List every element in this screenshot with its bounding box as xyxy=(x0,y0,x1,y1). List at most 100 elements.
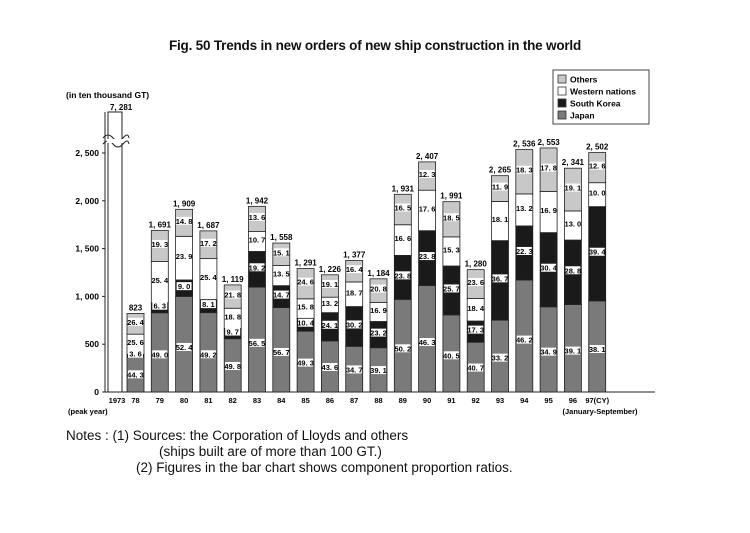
bar-1973 xyxy=(107,111,123,393)
value-label: 16. 9 xyxy=(540,206,557,215)
value-label-bg xyxy=(565,219,581,228)
total-label: 2, 265 xyxy=(489,166,512,175)
total-label: 1, 991 xyxy=(440,192,463,201)
x-tick-label: 82 xyxy=(229,396,237,405)
total-label: 1, 226 xyxy=(319,265,342,274)
x-tick-label: 96 xyxy=(569,396,577,405)
value-label-bg xyxy=(322,298,338,307)
value-label: 10. 4 xyxy=(297,319,315,328)
value-label: 9. 0 xyxy=(178,282,191,291)
value-label: 15. 1 xyxy=(273,248,290,257)
value-label: 20. 8 xyxy=(370,285,387,294)
value-label-bg xyxy=(249,338,265,347)
value-label: 36. 7 xyxy=(492,274,509,283)
legend-swatch-others xyxy=(557,74,567,84)
total-label: 1, 931 xyxy=(392,184,415,193)
value-label: 13. 5 xyxy=(273,270,290,279)
legend-label: Others xyxy=(570,75,598,85)
value-label-bg xyxy=(468,325,484,334)
note-sources: Notes : (1) Sources: the Corporation of … xyxy=(66,428,409,443)
x-tick-label: 84 xyxy=(277,396,286,405)
value-label: 49. 2 xyxy=(200,350,217,359)
value-label: 10. 7 xyxy=(249,236,266,245)
legend-swatch-japan xyxy=(557,110,567,120)
y-axis-label: (in ten thousand GT) xyxy=(66,90,149,100)
value-label: 23. 9 xyxy=(176,252,193,261)
value-label-bg xyxy=(541,206,557,215)
total-label: 1, 119 xyxy=(222,275,244,284)
value-label: 23. 8 xyxy=(419,252,436,261)
value-label: 46. 3 xyxy=(419,338,436,347)
x-tick-label: 78 xyxy=(131,396,139,405)
value-label: 16. 5 xyxy=(394,204,411,213)
value-label: 25. 7 xyxy=(443,284,460,293)
value-label-bg xyxy=(395,234,411,243)
value-label: 52. 4 xyxy=(176,343,194,352)
total-label: 1, 691 xyxy=(149,220,172,229)
value-label: 11. 9 xyxy=(492,183,508,192)
value-label: 21. 8 xyxy=(224,291,241,300)
value-label-bg xyxy=(298,318,314,327)
value-label-bg xyxy=(589,247,605,256)
total-label: 1, 291 xyxy=(294,258,317,267)
x-tick-label: 90 xyxy=(423,396,431,405)
value-label-bg xyxy=(492,353,508,362)
x-tick-label: 93 xyxy=(496,396,504,405)
value-label-bg xyxy=(371,305,386,314)
total-label: 823 xyxy=(129,303,143,312)
y-tick-label: 2, 500 xyxy=(75,148,99,158)
value-label-bg xyxy=(419,204,435,213)
y-tick-label: 1, 000 xyxy=(75,291,99,301)
value-label: 3. 6 xyxy=(129,350,142,359)
value-label: 28. 8 xyxy=(565,266,582,275)
value-label: 56. 7 xyxy=(273,348,290,357)
value-label-bg xyxy=(371,284,386,293)
value-label: 13. 0 xyxy=(565,219,582,228)
note-proportions: (2) Figures in the bar chart shows compo… xyxy=(136,460,513,475)
value-label: 17. 3 xyxy=(467,326,484,335)
value-label-bg xyxy=(443,284,459,293)
total-label: 2, 341 xyxy=(562,158,585,167)
x-tick-label: 91 xyxy=(447,396,455,405)
y-tick-label: 500 xyxy=(85,339,99,349)
value-label: 23. 6 xyxy=(467,278,484,287)
value-label: 24. 1 xyxy=(322,321,339,330)
value-label-bg xyxy=(443,351,459,360)
value-label-bg xyxy=(443,213,459,222)
value-label-bg xyxy=(225,290,241,299)
x-note-peak-year: (peak year) xyxy=(68,407,108,416)
value-label-bg xyxy=(176,216,192,225)
value-label: 18. 7 xyxy=(346,288,363,297)
value-label-bg xyxy=(346,365,362,374)
value-label: 39. 1 xyxy=(565,347,582,356)
total-label: 1, 909 xyxy=(173,199,196,208)
value-label-bg xyxy=(565,183,581,192)
value-label: 33. 2 xyxy=(492,354,509,363)
x-tick-label: 92 xyxy=(472,396,480,405)
value-label-bg xyxy=(128,317,143,326)
legend-label: Western nations xyxy=(570,87,636,97)
y-tick-label: 2, 000 xyxy=(75,196,99,206)
value-label-bg xyxy=(152,239,168,248)
value-label-bg xyxy=(565,346,581,355)
value-label-bg xyxy=(225,312,241,321)
value-label-bg xyxy=(273,269,289,278)
value-label: 39. 4 xyxy=(589,248,607,257)
total-label: 1, 558 xyxy=(270,233,293,242)
value-label: 16. 6 xyxy=(394,234,411,243)
total-label: 1, 184 xyxy=(367,269,390,278)
x-tick-labels: 1973 78 79 80 81 82 83 84 85 86 87 88 89 90 91 92 93 94 95… xyxy=(68,396,638,416)
value-label-bg xyxy=(249,263,265,272)
value-label-bg xyxy=(176,282,192,291)
y-tick-label: 1, 500 xyxy=(75,244,99,254)
x-tick-label: 88 xyxy=(374,396,382,405)
value-label: 19. 3 xyxy=(151,240,168,249)
value-label: 17. 2 xyxy=(200,239,217,248)
total-label: 2, 407 xyxy=(416,152,439,161)
value-label: 16. 9 xyxy=(370,306,387,315)
value-label-bg xyxy=(200,238,216,247)
value-label-bg xyxy=(322,279,338,288)
value-label-bg xyxy=(516,335,532,344)
value-label: 17. 8 xyxy=(540,164,557,173)
value-label-bg xyxy=(541,263,557,272)
